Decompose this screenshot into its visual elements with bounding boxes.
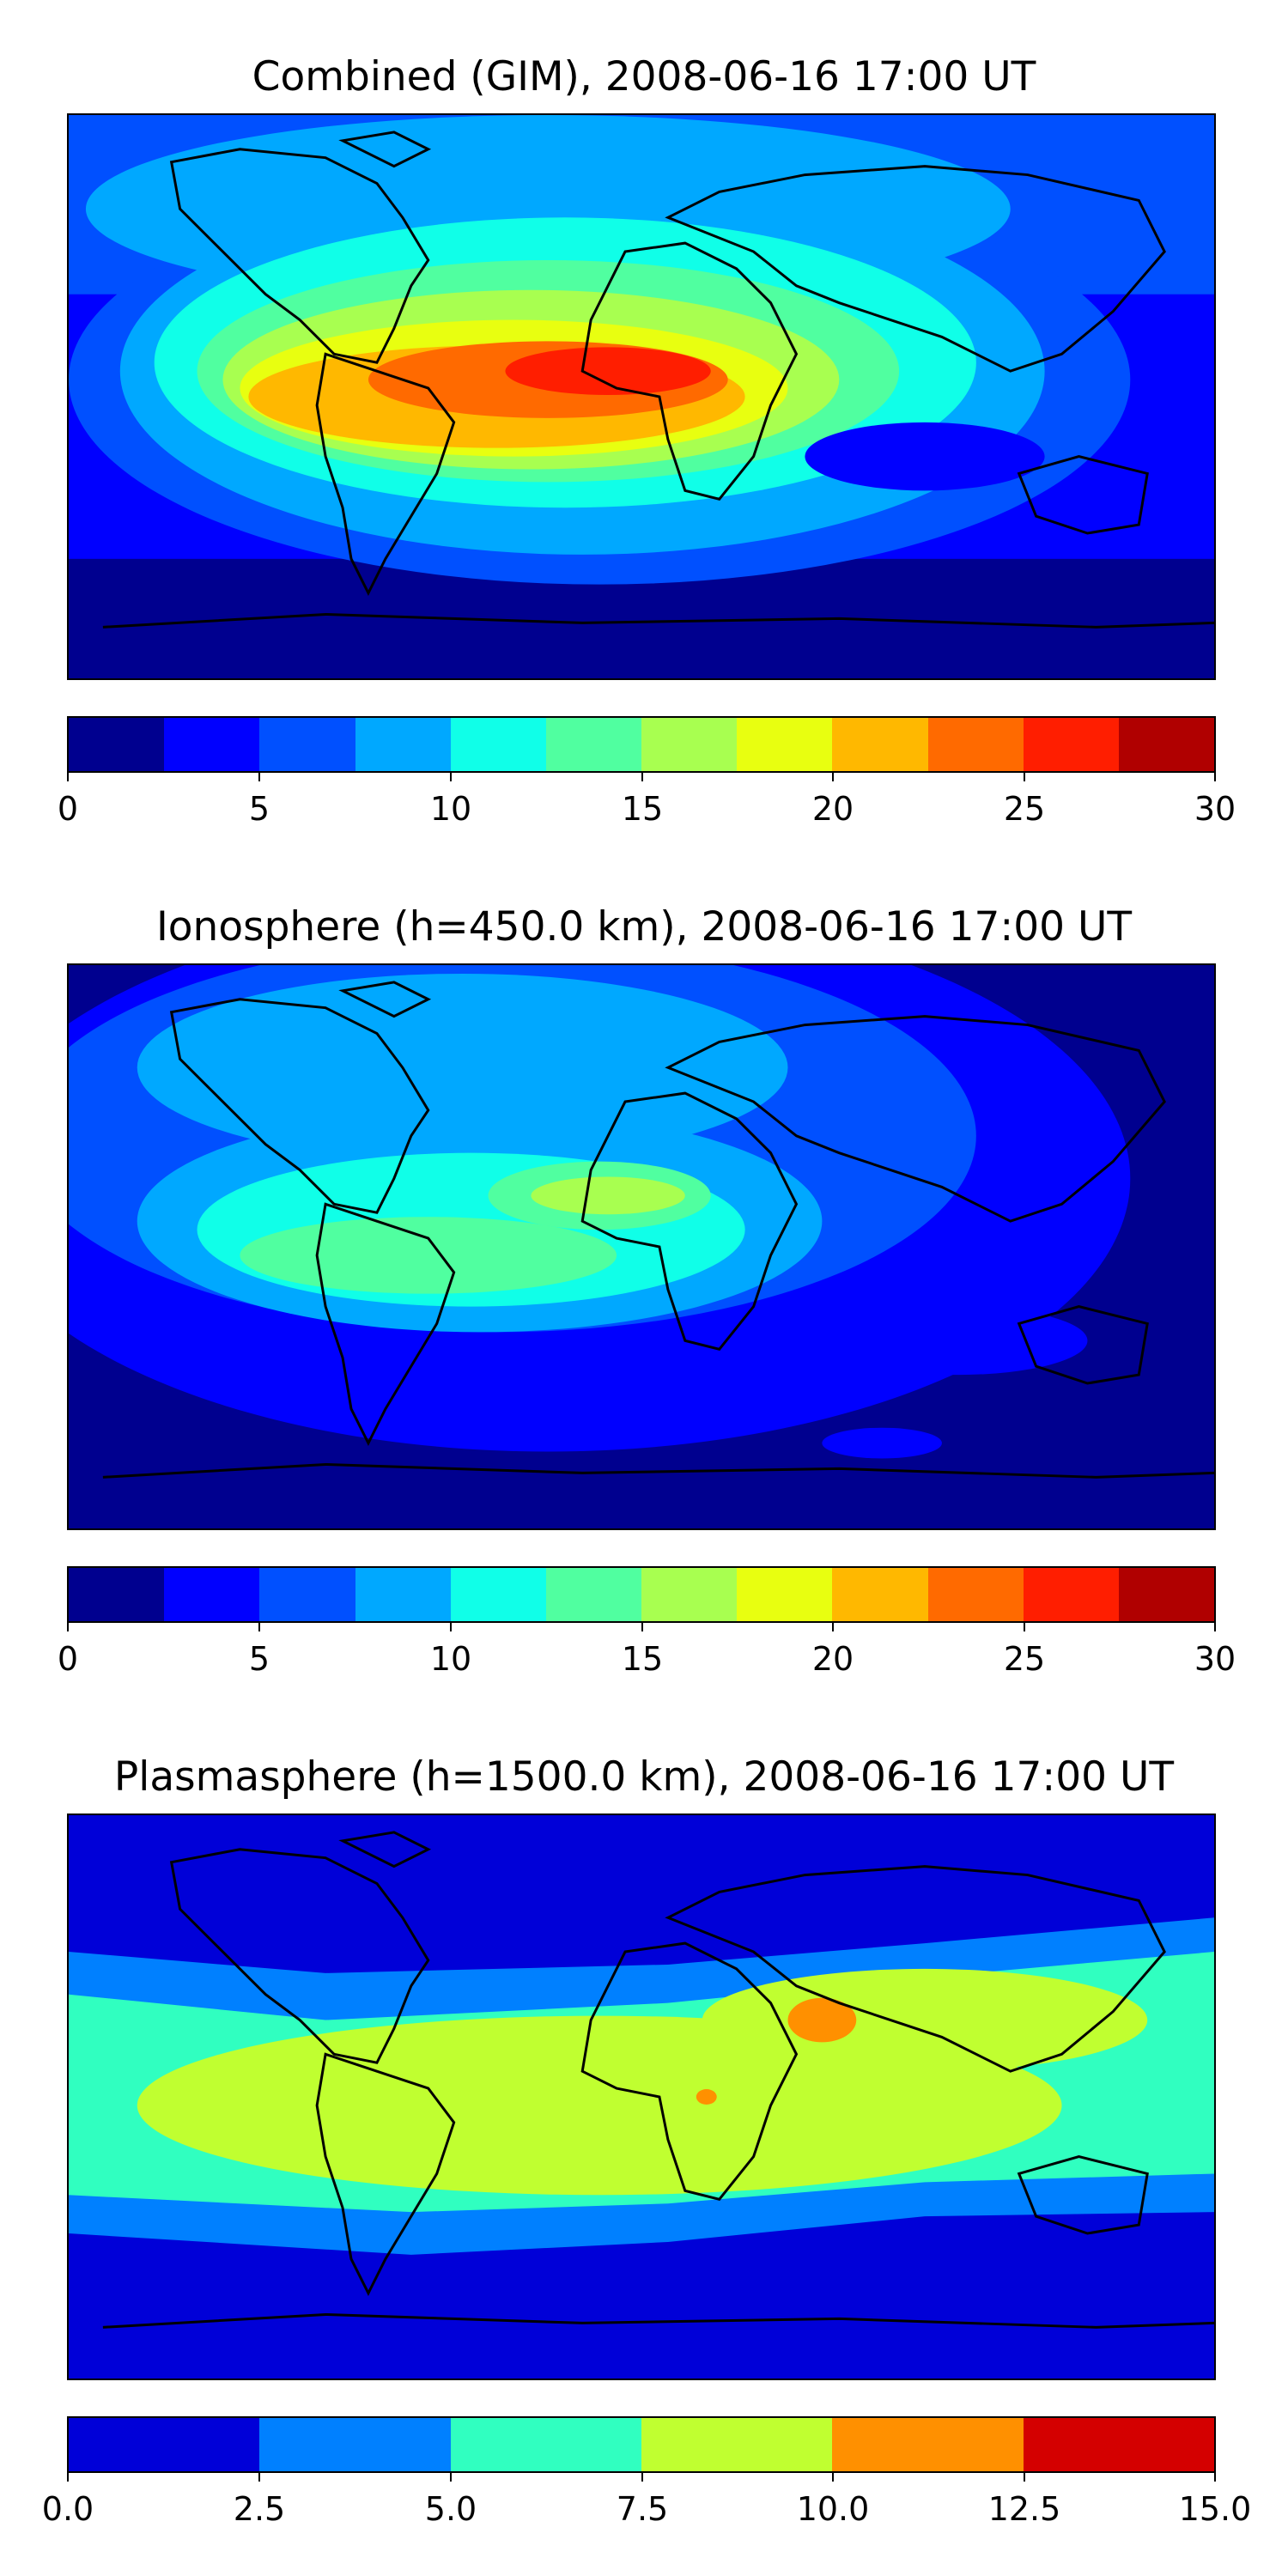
panel-2-map [67,963,1216,1530]
panel-3-colorbar-swatch-2 [259,2418,451,2471]
panel-1-title: Combined (GIM), 2008-06-16 17:00 UT [252,53,1036,100]
panel-1-colorbar-swatch-10 [927,718,1024,771]
panel-1-colorbar-swatch-1 [69,718,165,771]
panel-1-colorbar-swatch-2 [164,718,260,771]
panel-3-tick-mark [1024,2473,1025,2482]
panel-3-tick-label: 0.0 [41,2490,94,2528]
panel-3-tick-label: 10.0 [796,2490,870,2528]
panel-1-colorbar-swatch-7 [641,718,738,771]
panel-3-tick-mark [832,2473,834,2482]
panel-1-tick-label: 25 [1003,790,1046,828]
panel-2-tick-mark [67,1623,69,1631]
panel-2-colorbar-swatch-7 [641,1568,738,1621]
panel-1-tick-label: 20 [811,790,854,828]
panel-1-colorbar-swatch-12 [1118,718,1214,771]
panel-2-tick-mark [450,1623,452,1631]
panel-1-tick-mark [1214,773,1216,781]
panel-2-tick-label: 10 [429,1640,472,1678]
panel-2-colorbar-swatch-1 [69,1568,165,1621]
panel-2-colorbar-swatch-5 [450,1568,546,1621]
panel-2-tick-mark [1214,1623,1216,1631]
panel-3-tick-mark [450,2473,452,2482]
panel-3-title: Plasmasphere (h=1500.0 km), 2008-06-16 1… [113,1753,1175,1801]
panel-1-map-svg [69,115,1214,678]
panel-3-tick-label: 7.5 [616,2490,669,2528]
panel-1-tick-label: 30 [1194,790,1236,828]
panel-3-map [67,1814,1216,2380]
panel-1-tick-mark [67,773,69,781]
panel-3-colorbar-swatch-4 [641,2418,833,2471]
panel-1-colorbar-swatch-6 [545,718,642,771]
panel-3-tick-mark [1214,2473,1216,2482]
panel-1-colorbar-swatch-4 [355,718,451,771]
panel-2-tick-mark [258,1623,260,1631]
panel-3-tick-label: 15.0 [1178,2490,1252,2528]
panel-2-colorbar-swatch-11 [1023,1568,1119,1621]
panel-2-tick-mark [641,1623,643,1631]
panel-3-colorbar-swatch-3 [450,2418,641,2471]
panel-1-tick-mark [1024,773,1025,781]
panel-2-tick-label: 20 [811,1640,854,1678]
panel-3-tick-label: 2.5 [233,2490,286,2528]
panel-2-colorbar-swatch-12 [1118,1568,1214,1621]
panel-3-colorbar [67,2416,1216,2473]
panel-2-colorbar-swatch-2 [164,1568,260,1621]
panel-1-tick-mark [641,773,643,781]
panel-1-tick-label: 15 [621,790,664,828]
panel-2-colorbar-swatch-4 [355,1568,451,1621]
panel-3-colorbar-swatch-6 [1023,2418,1214,2471]
panel-1-map [67,113,1216,680]
panel-2-tick-mark [1024,1623,1025,1631]
panel-2-map-svg [69,965,1214,1528]
panel-1-tick-label: 10 [429,790,472,828]
panel-2-tick-label: 0 [57,1640,79,1678]
panel-2-tick-label: 15 [621,1640,664,1678]
panel-1-colorbar-swatch-3 [259,718,355,771]
panel-2-title: Ionosphere (h=450.0 km), 2008-06-16 17:0… [155,903,1133,951]
panel-3-tick-mark [258,2473,260,2482]
panel-2-colorbar-swatch-10 [927,1568,1024,1621]
panel-3-tick-mark [641,2473,643,2482]
panel-1-tick-label: 0 [57,790,79,828]
panel-2-tick-label: 30 [1194,1640,1236,1678]
panel-3-tick-label: 5.0 [424,2490,477,2528]
panel-2-tick-label: 25 [1003,1640,1046,1678]
panel-3-colorbar-swatch-5 [832,2418,1024,2471]
panel-1-colorbar-swatch-11 [1023,718,1119,771]
panel-1-tick-mark [450,773,452,781]
panel-1-colorbar-swatch-8 [737,718,833,771]
panel-1-colorbar [67,716,1216,773]
panel-2-colorbar [67,1566,1216,1623]
panel-2-colorbar-swatch-3 [259,1568,355,1621]
panel-2-colorbar-swatch-8 [737,1568,833,1621]
panel-2-tick-mark [832,1623,834,1631]
panel-3-tick-mark [67,2473,69,2482]
panel-1-tick-mark [258,773,260,781]
panel-1-colorbar-swatch-9 [832,718,928,771]
panel-3-map-svg [69,1815,1214,2379]
panel-3-tick-label: 12.5 [987,2490,1061,2528]
panel-2-colorbar-swatch-6 [545,1568,642,1621]
panel-1-tick-label: 5 [248,790,270,828]
panel-2-tick-label: 5 [248,1640,270,1678]
panel-1-tick-mark [832,773,834,781]
panel-3-colorbar-swatch-1 [69,2418,260,2471]
panel-1-colorbar-swatch-5 [450,718,546,771]
panel-2-colorbar-swatch-9 [832,1568,928,1621]
